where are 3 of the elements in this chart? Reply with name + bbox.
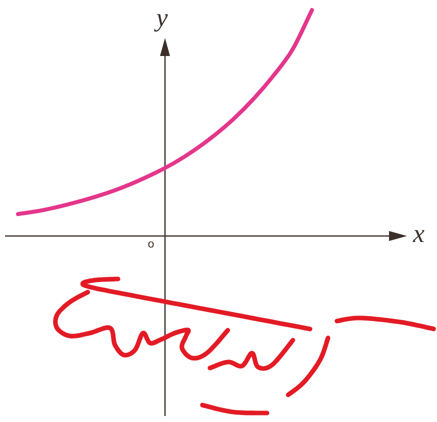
x-axis-title: x — [412, 219, 425, 248]
y-axis-title: y — [153, 3, 168, 32]
text: o — [148, 237, 155, 250]
